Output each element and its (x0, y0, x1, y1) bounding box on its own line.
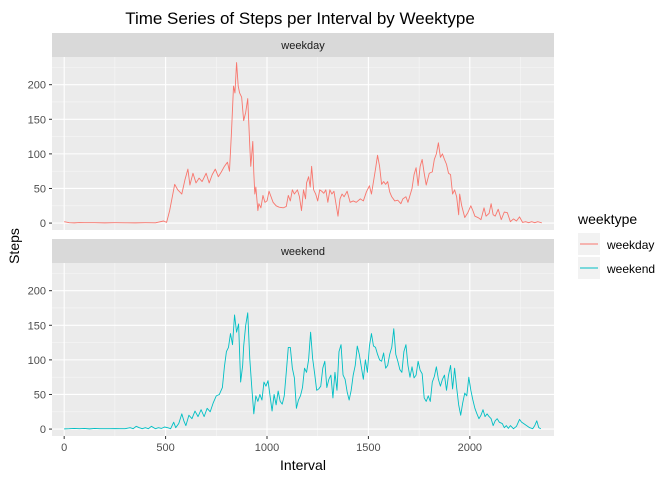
y-tick-label: 150 (28, 320, 46, 332)
chart-title: Time Series of Steps per Interval by Wee… (125, 9, 475, 28)
gridlines-weekday (52, 57, 554, 230)
x-tick-label: 1500 (356, 442, 380, 454)
x-axis-ticks: 0 500 1000 1500 2000 (61, 436, 482, 454)
legend: weektype weekday weekend (577, 211, 655, 279)
y-tick-label: 0 (40, 218, 46, 230)
series-line-weekend (64, 312, 542, 430)
y-tick-label: 50 (34, 389, 46, 401)
y-axis-title: Steps (6, 228, 22, 264)
y-tick-label: 100 (28, 355, 46, 367)
facet-strip-label-weekend: weekend (280, 246, 325, 258)
plot-panel-weekday (52, 57, 554, 230)
series-weekend-panel (64, 312, 542, 430)
y-tick-label: 100 (28, 149, 46, 161)
series-line-weekday (64, 62, 542, 224)
legend-label-weekend: weekend (606, 262, 655, 276)
facet-panel-weekday: weekday 0 50 100 150 200 (28, 33, 554, 230)
series-weekday-panel (64, 62, 542, 224)
x-tick-label: 500 (156, 442, 174, 454)
facet-strip-weekday (52, 33, 554, 57)
y-axis-ticks-weekend: 0 50 100 150 200 (28, 286, 52, 436)
facet-strip-weekend (52, 239, 554, 263)
y-axis-ticks-weekday: 0 50 100 150 200 (28, 80, 52, 230)
facet-panel-weekend: weekend 0 50 100 150 200 (28, 239, 554, 436)
y-tick-label: 0 (40, 424, 46, 436)
plot-panel-weekend (52, 263, 554, 436)
legend-label-weekday: weekday (606, 238, 654, 252)
facet-strip-label-weekday: weekday (280, 40, 325, 52)
x-tick-label: 2000 (458, 442, 482, 454)
x-tick-label: 1000 (255, 442, 279, 454)
y-tick-label: 150 (28, 114, 46, 126)
y-tick-label: 200 (28, 80, 46, 92)
y-tick-label: 50 (34, 183, 46, 195)
legend-title: weektype (577, 211, 637, 227)
y-tick-label: 200 (28, 286, 46, 298)
gridlines-weekend (52, 263, 554, 436)
x-axis-title: Interval (280, 457, 326, 473)
x-tick-label: 0 (61, 442, 67, 454)
